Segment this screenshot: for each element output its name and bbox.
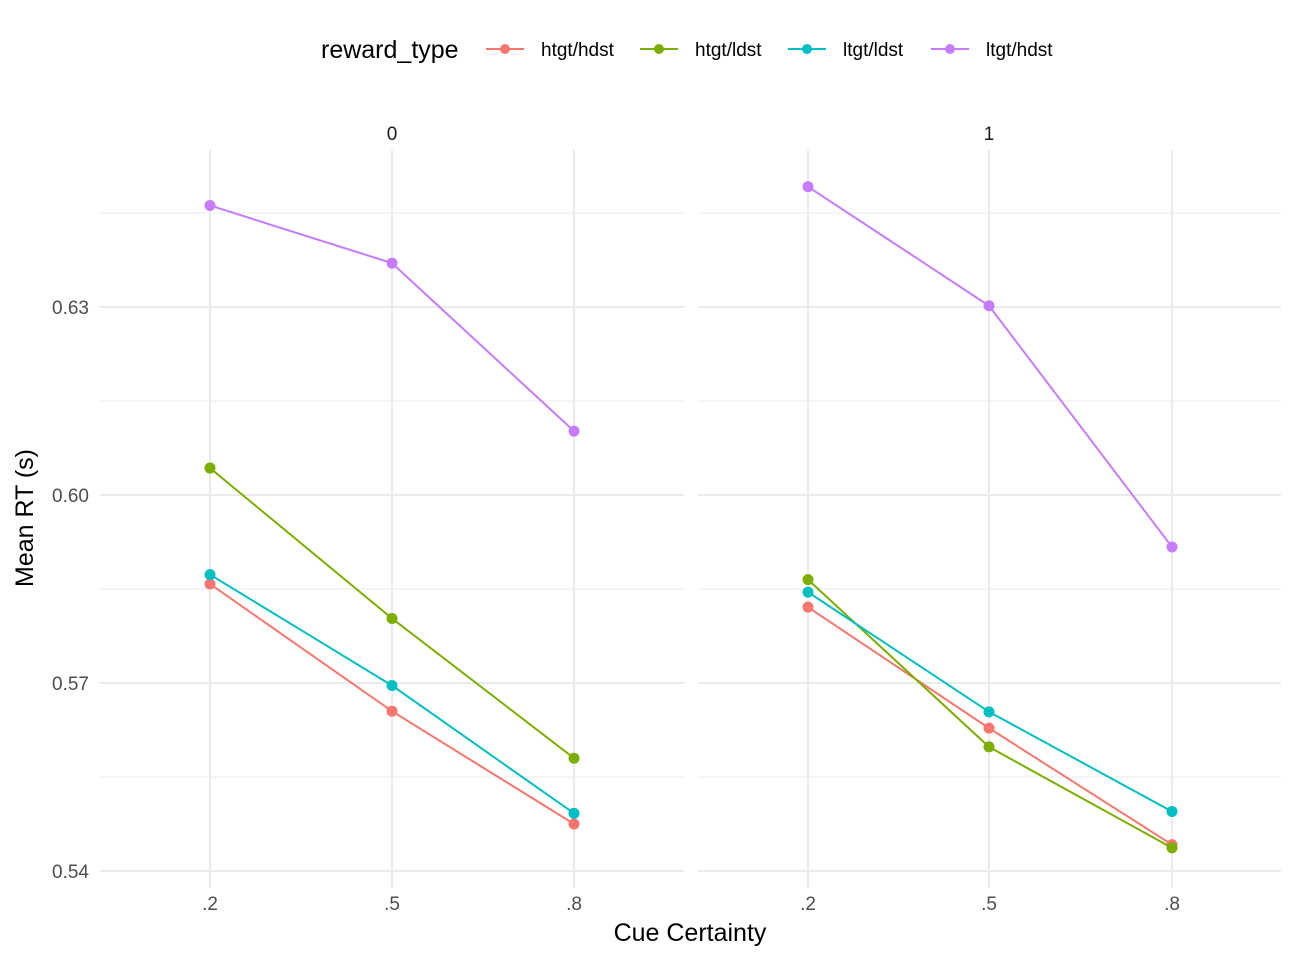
y-axis-title: Mean RT (s) [11,449,39,587]
facet-panels: 0 .2 .5 .8 1 .2 .5 .8 [100,124,1281,915]
x-tick-label: .2 [800,894,816,915]
x-tick-label: .5 [981,894,997,915]
data-point [983,706,995,718]
facet-label-1: 1 [984,124,995,145]
data-point [568,425,580,437]
legend-marker-1 [654,44,664,54]
data-point [386,680,398,692]
data-point [802,586,814,598]
data-point [568,818,580,830]
data-point [802,601,814,613]
data-point [1166,805,1178,817]
data-point [386,705,398,717]
y-tick-label: 0.57 [52,674,89,695]
data-point [983,722,995,734]
data-point [983,300,995,312]
x-tick-label: .8 [566,894,582,915]
y-axis: 0.54 0.57 0.60 0.63 [52,298,89,883]
legend-marker-0 [500,44,510,54]
legend-items: htgt/hdst htgt/ldst ltgt/ldst ltgt/hdst [486,40,1053,61]
legend-label-0: htgt/hdst [541,40,615,61]
y-tick-label: 0.63 [52,298,89,319]
facet-label-0: 0 [387,124,398,145]
legend-marker-3 [945,44,955,54]
x-tick-label: .5 [384,894,400,915]
x-tick-label: .8 [1164,894,1180,915]
data-point [1166,541,1178,553]
legend-label-2: ltgt/ldst [843,40,904,61]
data-point [204,199,216,211]
legend-title: reward_type [321,36,459,64]
x-tick-label: .2 [202,894,218,915]
data-point [568,752,580,764]
data-point [802,181,814,193]
legend: reward_type htgt/hdst htgt/ldst ltgt/ldst l… [321,36,1053,64]
data-point [983,741,995,753]
data-point [386,257,398,269]
y-tick-label: 0.54 [52,862,89,883]
data-point [568,807,580,819]
legend-label-3: ltgt/hdst [986,40,1053,61]
y-tick-label: 0.60 [52,486,89,507]
data-point [386,612,398,624]
data-point [204,569,216,581]
legend-label-1: htgt/ldst [695,40,762,61]
data-point [204,462,216,474]
x-axis-title: Cue Certainty [614,919,767,947]
panel-1: 1 .2 .5 .8 [698,124,1281,915]
data-point [802,574,814,586]
data-point [204,578,216,590]
data-point [1166,842,1178,854]
panel-0: 0 .2 .5 .8 [100,124,684,915]
legend-marker-2 [802,44,812,54]
